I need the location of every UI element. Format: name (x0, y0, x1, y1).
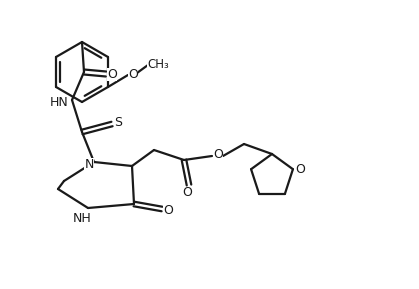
Text: O: O (107, 68, 117, 81)
Text: O: O (213, 147, 223, 160)
Text: O: O (128, 68, 138, 81)
Text: S: S (114, 116, 122, 129)
Text: CH₃: CH₃ (147, 58, 169, 71)
Text: O: O (295, 163, 305, 176)
Text: O: O (163, 203, 173, 216)
Text: HN: HN (49, 95, 68, 108)
Text: NH: NH (72, 212, 91, 225)
Text: N: N (84, 158, 94, 171)
Text: O: O (182, 186, 192, 199)
